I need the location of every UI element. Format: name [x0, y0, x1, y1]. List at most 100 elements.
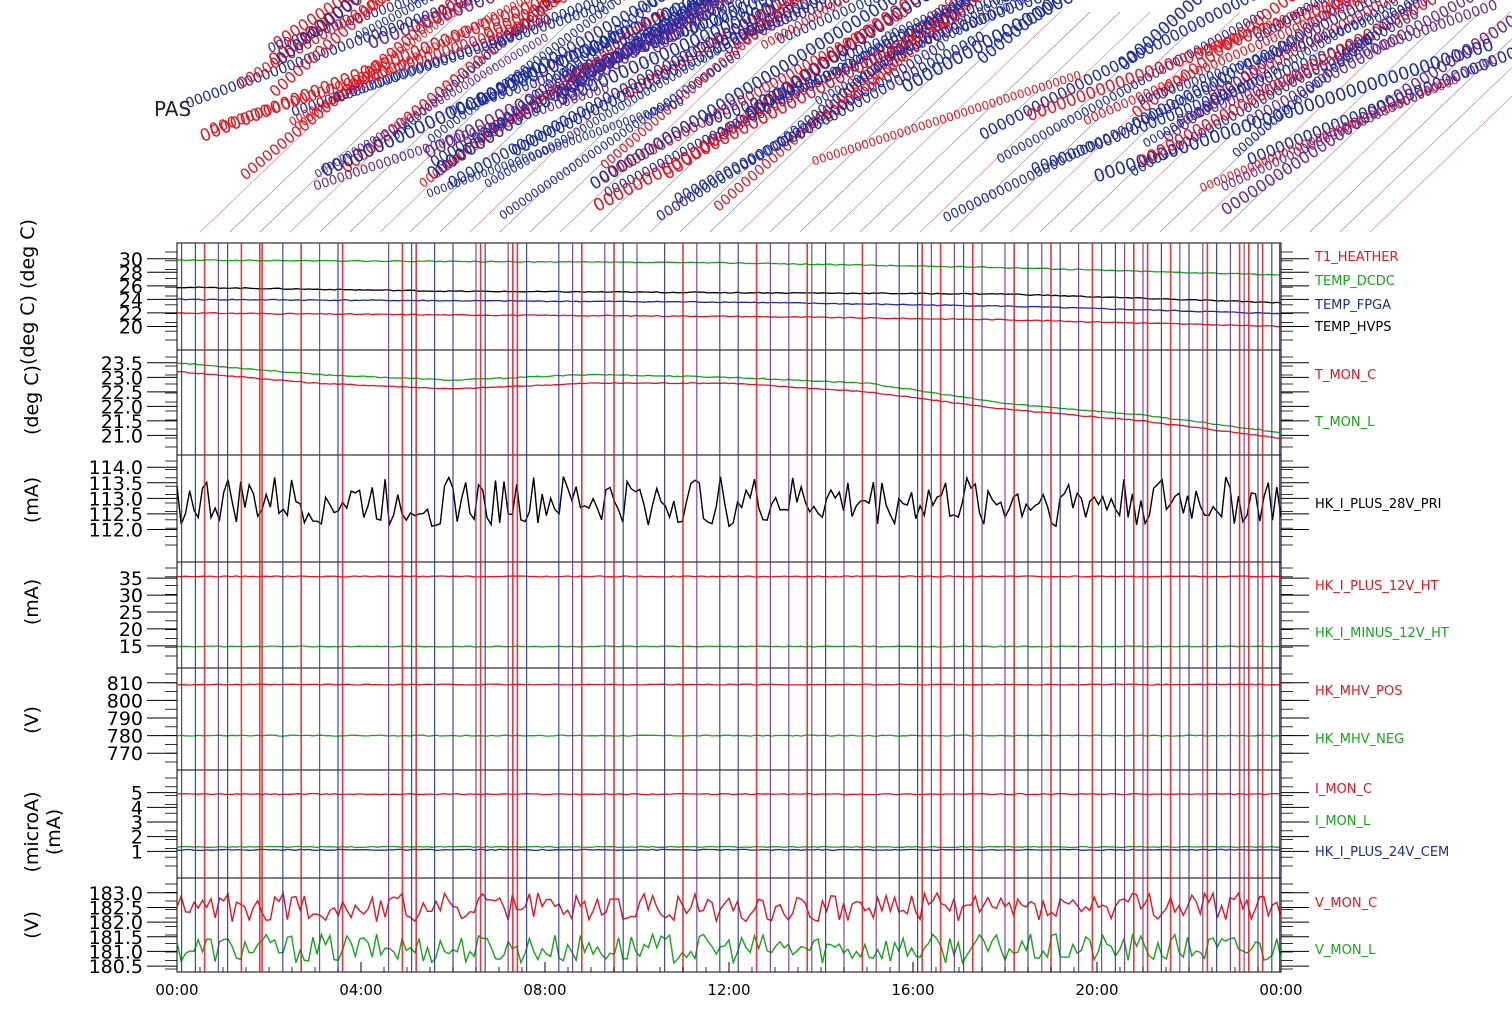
ytick-label: 4 — [131, 797, 143, 819]
scribble-stroke — [1159, 11, 1391, 233]
scribble-stroke — [529, 11, 761, 233]
xtick-label: 20:00 — [1075, 981, 1118, 999]
series-temp-fpga — [176, 298, 1282, 315]
ytick-label: 20 — [119, 316, 143, 338]
scribble-stroke — [559, 11, 791, 233]
ytick-label: 181.0 — [89, 941, 143, 963]
series-label: V_MON_C — [1315, 896, 1377, 911]
series-label: T_MON_L — [1314, 415, 1375, 430]
ytick-label: 810 — [107, 673, 143, 695]
ylabel: (microA) — [21, 791, 43, 872]
series-label: I_MON_C — [1315, 782, 1372, 797]
series-label: HK_I_PLUS_24V_CEM — [1315, 845, 1449, 860]
series-temp-hvps — [176, 286, 1282, 304]
ylabel: (mA) — [21, 579, 43, 625]
xtick-label: 00:00 — [155, 981, 198, 999]
series-hk-i-minus-12v-ht — [176, 645, 1281, 648]
scribble-stroke — [1099, 11, 1331, 233]
series-label: TEMP_FPGA — [1314, 298, 1391, 313]
ytick-label: 112.0 — [89, 519, 143, 541]
scribble-stroke — [349, 11, 581, 233]
series-i-mon-c — [176, 792, 1282, 796]
series-label: HK_MHV_NEG — [1315, 732, 1404, 747]
series-hk-mhv-neg — [176, 734, 1282, 737]
ytick-label: 112.5 — [89, 504, 143, 526]
ylabel: (V) — [21, 706, 43, 734]
ytick-label: 23.0 — [101, 367, 143, 389]
scribble-stroke — [319, 11, 551, 233]
time-axis: 00:00 04:00 08:00 12:00 16:00 20:00 00:00 — [155, 962, 1303, 999]
ytick-label: 113.5 — [89, 473, 143, 495]
page-title: PAS — [154, 97, 192, 121]
scribble-stroke — [1039, 11, 1271, 233]
scribble-stroke — [469, 11, 701, 233]
ytick-label: 15 — [119, 636, 143, 658]
xtick-label: 16:00 — [891, 981, 934, 999]
scribble-stroke — [439, 11, 671, 233]
ytick-label: 2 — [131, 827, 143, 849]
scribble-stroke — [1009, 11, 1241, 233]
scribble-stroke — [409, 11, 641, 233]
ytick-label: 20 — [119, 619, 143, 641]
series-hk-i-plus-12v-ht — [176, 575, 1282, 578]
scribble-stroke — [1369, 95, 1512, 233]
scribble-stroke — [619, 11, 851, 233]
scribble-stroke — [499, 11, 731, 233]
ylabel: (deg C) — [21, 365, 43, 435]
ytick-label: 183.0 — [89, 883, 143, 905]
ylabel: (deg C) (deg C) — [17, 219, 39, 365]
xtick-label: 12:00 — [707, 981, 750, 999]
series-label: TEMP_HVPS — [1314, 320, 1391, 335]
scribble-stroke — [769, 11, 1001, 233]
series-label: T_MON_C — [1314, 368, 1376, 383]
scribble-stroke — [1129, 11, 1361, 233]
scribble-stroke — [859, 11, 1091, 233]
series-hk-i-plus-28v-pri — [176, 475, 1282, 528]
scribble-stroke — [679, 11, 911, 233]
ytick-label: 28 — [119, 262, 143, 284]
xtick-label: 08:00 — [523, 981, 566, 999]
panel-mon_temps: 23.523.022.522.021.521.0 (deg C) T_MON_C T_… — [21, 349, 1376, 456]
scribble-stroke — [1279, 11, 1511, 233]
series-label: HK_MHV_POS — [1315, 684, 1403, 699]
ytick-label: 182.5 — [89, 897, 143, 919]
ytick-label: 22.0 — [101, 396, 143, 418]
series-v-mon-c — [176, 890, 1282, 924]
ytick-label: 35 — [119, 568, 143, 590]
scribble-stroke — [739, 11, 971, 233]
ytick-label: 24 — [119, 289, 143, 311]
ytick-label: 780 — [107, 726, 143, 748]
scribble-stroke — [289, 11, 521, 233]
scribble-stroke — [229, 11, 461, 233]
scribble-stroke — [589, 11, 821, 233]
scribble-stroke — [379, 11, 611, 233]
ytick-label: 22.5 — [101, 382, 143, 404]
ytick-label: 113.0 — [89, 488, 143, 510]
series-v-mon-l — [176, 931, 1282, 966]
series-hk-mhv-pos — [176, 683, 1282, 686]
scribble-stroke — [979, 11, 1211, 233]
xtick-label: 04:00 — [339, 981, 382, 999]
scribble-stroke — [649, 11, 881, 233]
ytick-label: 181.5 — [89, 927, 143, 949]
series-label: HK_I_MINUS_12V_HT — [1315, 626, 1449, 641]
scribble-stroke — [919, 11, 1151, 233]
ytick-label: 114.0 — [89, 457, 143, 479]
scribble-stroke — [889, 11, 1121, 233]
scribble-stroke — [949, 11, 1181, 233]
ytick-label: 25 — [119, 602, 143, 624]
scribble-stroke — [1249, 11, 1481, 233]
ytick-label: 30 — [119, 585, 143, 607]
ytick-label: 790 — [107, 708, 143, 730]
series-label: HK_I_PLUS_28V_PRI — [1315, 497, 1441, 512]
scribble-stroke — [709, 11, 941, 233]
xtick-label: 00:00 — [1259, 981, 1302, 999]
ytick-label: 5 — [131, 783, 143, 805]
scribble-stroke — [1189, 11, 1421, 233]
ytick-label: 23.5 — [101, 353, 143, 375]
